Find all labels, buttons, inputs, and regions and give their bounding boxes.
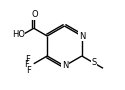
Text: F: F (24, 60, 29, 69)
Text: N: N (62, 61, 68, 70)
Text: N: N (79, 31, 86, 40)
Text: O: O (32, 10, 38, 19)
Text: HO: HO (12, 30, 25, 39)
Text: F: F (25, 55, 30, 64)
Text: F: F (26, 66, 31, 75)
Text: S: S (91, 58, 96, 67)
